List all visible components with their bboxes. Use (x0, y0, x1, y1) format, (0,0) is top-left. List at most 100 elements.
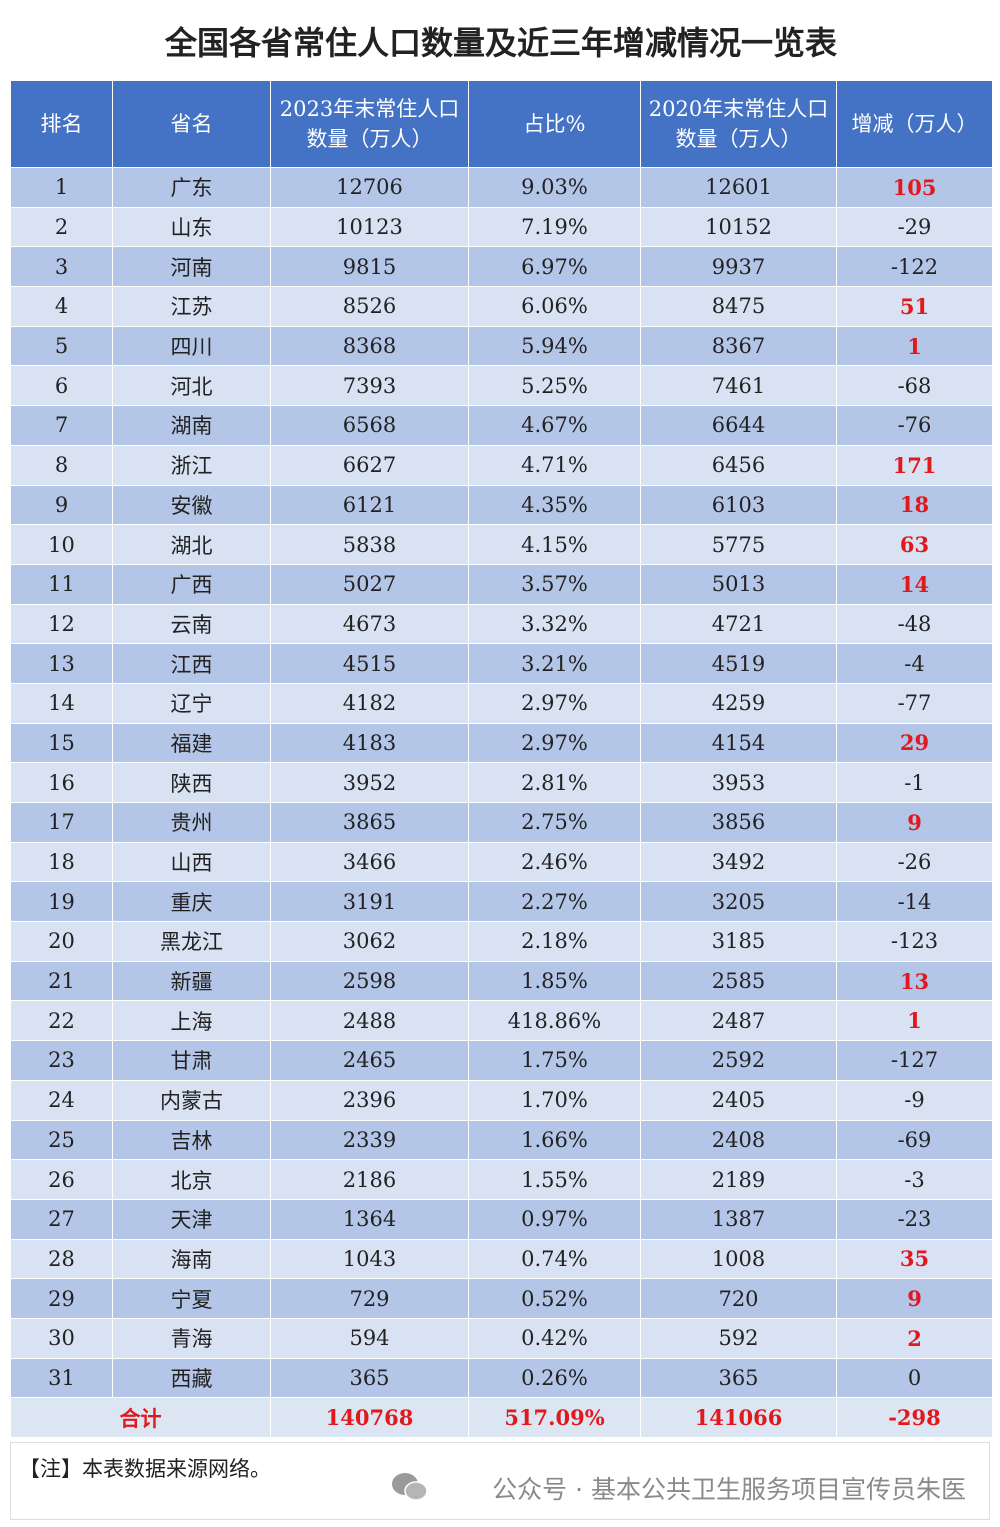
table-cell: 29 (836, 722, 993, 764)
table-cell: 30 (10, 1317, 113, 1359)
table-cell: 4.71% (468, 444, 641, 486)
watermark: 公众号 · 基本公共卫生服务项目宣传员朱医 (492, 1475, 966, 1504)
table-cell: 14 (836, 563, 993, 605)
table-cell: 16 (10, 762, 113, 803)
table-cell: 171 (836, 444, 993, 486)
table-cell: 3466 (270, 841, 469, 883)
table-cell: 25 (10, 1119, 113, 1161)
table-cell: 4673 (270, 603, 469, 645)
table-row: 8 浙江 6627 4.71% 6456 171 (10, 444, 993, 486)
table-cell: 0.52% (468, 1278, 641, 1319)
table-cell: 4.15% (468, 524, 641, 565)
table-cell: -14 (836, 881, 993, 923)
table-row: 11 广西 5027 3.57% 5013 14 (10, 563, 993, 605)
table-row: 18 山西 3466 2.46% 3492 -26 (10, 841, 993, 883)
table-cell: 4259 (640, 682, 837, 724)
table-cell: 35 (836, 1238, 993, 1280)
table-cell: -122 (836, 246, 993, 288)
table-cell: -69 (836, 1119, 993, 1161)
table-cell: 辽宁 (112, 682, 271, 724)
table-cell: 湖北 (112, 524, 271, 565)
table-cell: 5775 (640, 524, 837, 565)
table-cell: 3.21% (468, 643, 641, 684)
total-cell: 141066 (640, 1397, 837, 1439)
table-cell: 2 (10, 206, 113, 248)
table-cell: 3492 (640, 841, 837, 883)
table-cell: 青海 (112, 1317, 271, 1359)
column-header: 2023年末常住人口数量（万人） (270, 80, 469, 168)
table-cell: 山西 (112, 841, 271, 883)
table-cell: 5 (10, 325, 113, 367)
table-row: 10 湖北 5838 4.15% 5775 63 (10, 524, 993, 565)
table-cell: 3.32% (468, 603, 641, 645)
table-row: 15 福建 4183 2.97% 4154 29 (10, 722, 993, 764)
table-body: 1 广东 12706 9.03% 12601 105 2 山东 10123 7.19% 10152-… (10, 167, 993, 1439)
table-cell: 广西 (112, 563, 271, 605)
table-cell: 2.97% (468, 722, 641, 764)
table-cell: 2186 (270, 1159, 469, 1200)
title: 全国各省常住人口数量及近三年增减情况一览表 (164, 24, 837, 62)
table-cell: 2592 (640, 1040, 837, 1081)
table-cell: 1 (836, 325, 993, 367)
table-cell: 9 (836, 1278, 993, 1319)
table-cell: -26 (836, 841, 993, 883)
table-cell: 1 (836, 1000, 993, 1042)
table-cell: 6.97% (468, 246, 641, 288)
table-cell: 5838 (270, 524, 469, 565)
table-cell: 0.26% (468, 1357, 641, 1399)
table-row: 13 江西 4515 3.21% 4519 -4 (10, 643, 993, 684)
table-cell: 5.25% (468, 365, 641, 407)
table-cell: 15 (10, 722, 113, 764)
table-cell: 105 (836, 167, 993, 208)
table-cell: -77 (836, 682, 993, 724)
table-cell: 上海 (112, 1000, 271, 1042)
note: 【注】本表数据来源网络。 (19, 1457, 271, 1481)
table-cell: 19 (10, 881, 113, 923)
table-cell: 湖南 (112, 405, 271, 446)
table-cell: 贵州 (112, 802, 271, 843)
table-cell: 2.18% (468, 921, 641, 962)
table-row: 27 天津 1364 0.97% 1387 -23 (10, 1198, 993, 1240)
table-cell: 26 (10, 1159, 113, 1200)
total-row: 合计 140768 517.09% 141066 -298 (10, 1397, 993, 1439)
table-cell: 7.19% (468, 206, 641, 248)
table-cell: 8475 (640, 286, 837, 327)
table-cell: 51 (836, 286, 993, 327)
table-cell: 陕西 (112, 762, 271, 803)
table-row: 20 黑龙江 3062 2.18% 3185 -123 (10, 921, 993, 962)
table-cell: 27 (10, 1198, 113, 1240)
table-cell: 594 (270, 1317, 469, 1359)
table-cell: 2465 (270, 1040, 469, 1081)
total-cell: -298 (836, 1397, 993, 1439)
table-row: 30 青海 594 0.42% 592 2 (10, 1317, 993, 1359)
table-cell: 3062 (270, 921, 469, 962)
column-header: 2020年末常住人口数量（万人） (640, 80, 837, 168)
table-row: 17 贵州 3865 2.75% 3856 9 (10, 802, 993, 843)
table-cell: 2598 (270, 960, 469, 1002)
table-cell: 江西 (112, 643, 271, 684)
table-cell: 1.70% (468, 1079, 641, 1121)
table-row: 21 新疆 2598 1.85% 2585 13 (10, 960, 993, 1002)
table-cell: 3185 (640, 921, 837, 962)
table-cell: 4515 (270, 643, 469, 684)
table-cell: 4154 (640, 722, 837, 764)
table-row: 12 云南 4673 3.32% 4721 -48 (10, 603, 993, 645)
table-cell: 12 (10, 603, 113, 645)
table-cell: 1387 (640, 1198, 837, 1240)
table-cell: 6644 (640, 405, 837, 446)
column-header: 增减（万人） (836, 80, 993, 168)
table-cell: 天津 (112, 1198, 271, 1240)
table-cell: 1043 (270, 1238, 469, 1280)
column-header: 省名 (112, 80, 271, 168)
total-cell: 140768 (270, 1397, 469, 1439)
table-cell: 2405 (640, 1079, 837, 1121)
table-cell: 6103 (640, 484, 837, 526)
table-cell: 1 (10, 167, 113, 208)
table-row: 4 江苏 8526 6.06% 8475 51 (10, 286, 993, 327)
wechat-icon (392, 1473, 428, 1501)
table-cell: 2487 (640, 1000, 837, 1042)
table-cell: 6 (10, 365, 113, 407)
table-cell: 0 (836, 1357, 993, 1399)
table-cell: 1.85% (468, 960, 641, 1002)
